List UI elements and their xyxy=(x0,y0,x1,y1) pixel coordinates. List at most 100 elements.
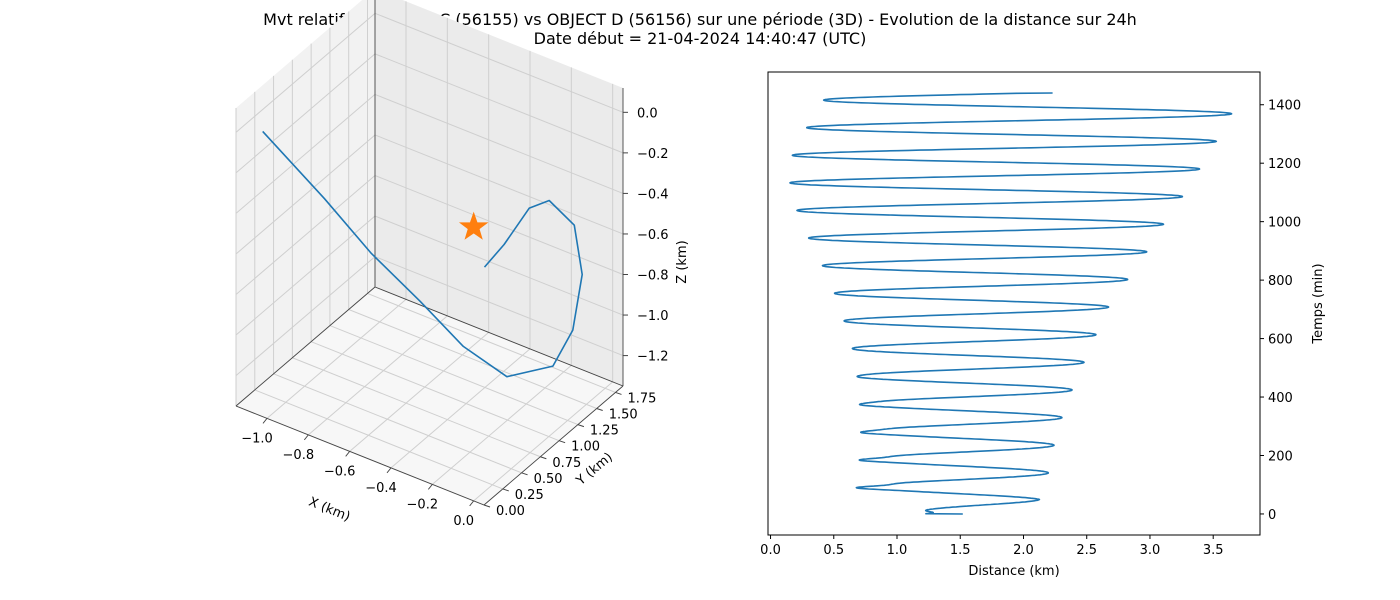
y-tick-label: 1.00 xyxy=(571,440,600,455)
pane-y xyxy=(375,0,623,386)
y-tick-label: 400 xyxy=(1268,391,1293,406)
trajectory-line-0 xyxy=(262,130,584,378)
y-tick-label: 1.75 xyxy=(627,391,656,406)
axis-edge xyxy=(374,286,624,387)
y-tick-label: 0.00 xyxy=(496,504,525,519)
grid-line xyxy=(374,93,624,194)
x-tick-label: 2.0 xyxy=(1013,543,1034,558)
reference-star-marker xyxy=(458,211,489,240)
axis-edge xyxy=(235,286,376,407)
grid-line xyxy=(390,348,531,469)
distance-line xyxy=(789,92,1233,515)
x-tick-label: 0.0 xyxy=(453,514,474,529)
z-tick-label: 0.0 xyxy=(637,106,658,121)
y-axis-label: Temps (min) xyxy=(1311,263,1326,344)
z-tick-label: −0.6 xyxy=(637,228,669,243)
x-tick-label: 0.5 xyxy=(823,543,844,558)
y-tick-label: 1400 xyxy=(1268,99,1301,114)
pane-z xyxy=(236,287,623,505)
axes-3d-ticks: −1.0−0.8−0.6−0.4−0.20.00.000.250.500.751… xyxy=(241,106,668,529)
grid-line xyxy=(308,315,448,436)
z-tick-label: −0.2 xyxy=(637,147,669,162)
y-tick-label: 1.50 xyxy=(609,408,638,423)
y-tick xyxy=(540,456,547,460)
y-tick xyxy=(521,472,528,476)
axes-3d-grid xyxy=(235,0,624,506)
plot-frame xyxy=(767,71,1261,536)
x-tick xyxy=(262,418,268,424)
y-tick-label: 800 xyxy=(1268,274,1293,289)
grid-line xyxy=(374,215,624,316)
x-tick xyxy=(469,500,475,507)
z-tick-label: −0.4 xyxy=(637,187,669,202)
grid-line xyxy=(292,357,541,458)
y-tick xyxy=(615,391,622,395)
x-tick-label: −0.8 xyxy=(283,448,315,463)
grid-line xyxy=(349,331,489,452)
distance-time-plot: 0.0 0.5 1.0 1.5 2.0 2.5 3.0 3.5 0 200 400 600 800 100… xyxy=(760,71,1326,579)
y-tick xyxy=(502,488,509,492)
grid-line xyxy=(235,256,376,376)
y-tick xyxy=(577,424,585,428)
grid-line xyxy=(374,134,624,235)
grid-line xyxy=(235,134,376,255)
grid-line xyxy=(235,175,376,295)
grid-line xyxy=(266,298,407,419)
axes-2d-ticks: 0.0 0.5 1.0 1.5 2.0 2.5 3.0 3.5 0 200 400 600 800 100… xyxy=(760,99,1301,558)
y-tick xyxy=(558,440,566,444)
x-axis-label: X (km) xyxy=(306,495,352,525)
x-tick-label: 1.0 xyxy=(887,543,908,558)
grid-line xyxy=(273,373,522,474)
axis-edge xyxy=(235,405,485,506)
y-tick-label: 1.25 xyxy=(590,424,619,439)
z-tick-label: −1.2 xyxy=(637,350,669,365)
y-tick xyxy=(596,408,603,411)
y-tick-label: 1000 xyxy=(1268,216,1301,231)
y-tick-label: 0.50 xyxy=(534,472,563,487)
x-tick xyxy=(345,451,351,457)
axes-2d-data xyxy=(789,92,1233,515)
y-tick-label: 0 xyxy=(1268,508,1276,523)
grid-line xyxy=(235,53,376,174)
grid-line xyxy=(374,12,624,113)
grid-line xyxy=(374,256,624,357)
axes-3d-edges xyxy=(235,0,624,506)
relative-motion-3d-plot: −1.0−0.8−0.6−0.4−0.20.00.000.250.500.751… xyxy=(235,0,690,529)
grid-line xyxy=(235,12,376,133)
grid-line xyxy=(367,292,616,393)
grid-line xyxy=(432,364,572,485)
axes-3d-panes xyxy=(236,0,623,505)
grid-line xyxy=(235,94,376,214)
z-tick-label: −1.0 xyxy=(637,309,669,324)
grid-line xyxy=(348,309,597,409)
figure-title-line1: Mvt relatif de OBJECT C (56155) vs OBJEC… xyxy=(263,10,1137,29)
x-tick-label: −1.0 xyxy=(241,431,273,446)
z-axis-label: Z (km) xyxy=(675,240,690,283)
grid-line xyxy=(310,341,560,442)
y-tick xyxy=(483,504,491,508)
axes-3d-data xyxy=(262,130,584,378)
axis-edge xyxy=(483,385,624,506)
grid-line xyxy=(254,389,503,490)
figure-title-line2: Date début = 21-04-2024 14:40:47 (UTC) xyxy=(534,29,867,48)
y-tick-label: 0.75 xyxy=(552,456,581,471)
grid-line xyxy=(374,53,624,154)
y-tick-label: 600 xyxy=(1268,333,1293,348)
x-tick xyxy=(427,484,433,490)
grid-line xyxy=(329,325,579,426)
x-tick xyxy=(386,467,392,474)
grid-line xyxy=(374,175,624,275)
x-tick-label: −0.6 xyxy=(324,464,356,479)
x-tick-label: −0.4 xyxy=(365,481,397,496)
y-tick-label: 0.25 xyxy=(515,488,544,503)
x-tick-label: 2.5 xyxy=(1076,543,1097,558)
z-tick-label: −0.8 xyxy=(637,269,669,284)
y-tick-label: 200 xyxy=(1268,449,1293,464)
x-tick-label: 1.5 xyxy=(950,543,971,558)
grid-line xyxy=(473,381,613,502)
x-axis-label: Distance (km) xyxy=(968,564,1059,579)
grid-line xyxy=(235,215,376,336)
y-tick-label: 1200 xyxy=(1268,157,1301,172)
x-tick-label: 3.0 xyxy=(1140,543,1161,558)
